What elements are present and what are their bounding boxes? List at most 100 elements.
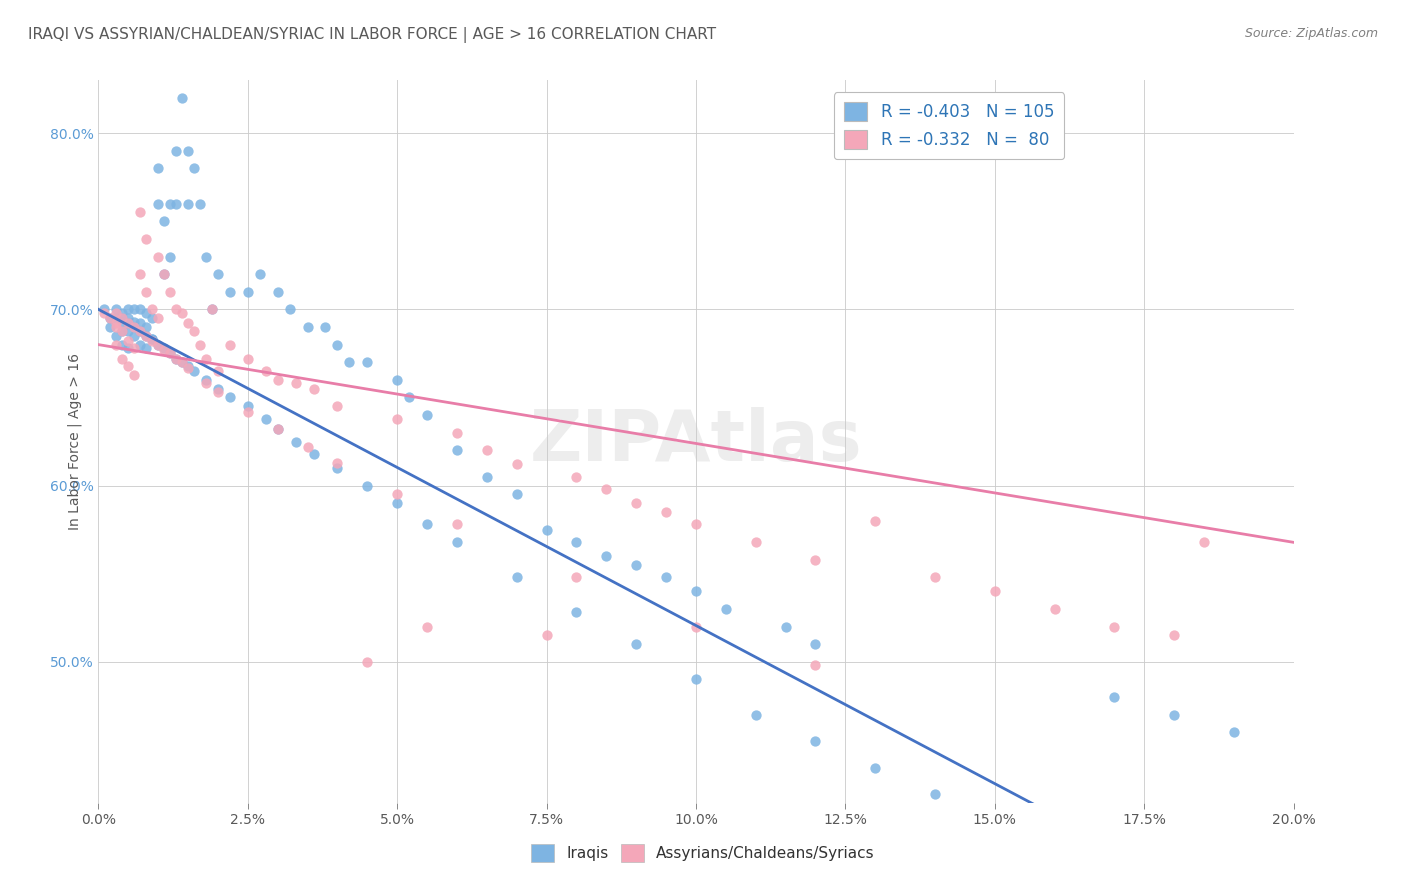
Point — [159, 285, 181, 299]
Point — [267, 373, 290, 387]
Point — [714, 602, 737, 616]
Point — [117, 334, 139, 348]
Point — [188, 196, 211, 211]
Point — [984, 814, 1007, 828]
Point — [655, 570, 678, 584]
Point — [153, 267, 176, 281]
Point — [141, 302, 163, 317]
Point — [111, 311, 134, 326]
Point — [172, 306, 194, 320]
Point — [148, 337, 170, 351]
Point — [267, 422, 290, 436]
Point — [385, 411, 409, 425]
Point — [141, 311, 163, 326]
Point — [326, 456, 349, 470]
Point — [685, 673, 707, 687]
Point — [159, 250, 181, 264]
Y-axis label: In Labor Force | Age > 16: In Labor Force | Age > 16 — [67, 353, 82, 530]
Point — [536, 628, 558, 642]
Point — [302, 447, 325, 461]
Point — [124, 302, 146, 317]
Point — [326, 399, 349, 413]
Point — [117, 317, 139, 331]
Point — [207, 382, 229, 396]
Point — [1223, 725, 1246, 739]
Point — [315, 320, 337, 334]
Point — [207, 385, 229, 400]
Point — [148, 250, 170, 264]
Point — [129, 317, 152, 331]
Point — [398, 391, 420, 405]
Point — [105, 320, 128, 334]
Point — [111, 351, 134, 366]
Point — [201, 302, 224, 317]
Point — [111, 324, 134, 338]
Point — [236, 351, 259, 366]
Point — [135, 328, 157, 343]
Point — [1163, 707, 1185, 722]
Point — [148, 196, 170, 211]
Point — [177, 360, 200, 375]
Point — [446, 535, 468, 549]
Point — [165, 351, 187, 366]
Point — [1192, 535, 1215, 549]
Point — [446, 425, 468, 440]
Point — [117, 359, 139, 373]
Point — [105, 317, 128, 331]
Point — [804, 552, 827, 566]
Point — [254, 364, 277, 378]
Point — [626, 637, 648, 651]
Point — [326, 337, 349, 351]
Point — [111, 311, 134, 326]
Point — [655, 505, 678, 519]
Point — [124, 341, 146, 355]
Point — [446, 517, 468, 532]
Point — [177, 359, 200, 373]
Point — [177, 196, 200, 211]
Point — [984, 584, 1007, 599]
Point — [416, 408, 439, 422]
Point — [141, 334, 163, 348]
Point — [117, 311, 139, 326]
Point — [356, 478, 378, 492]
Point — [416, 517, 439, 532]
Point — [129, 205, 152, 219]
Point — [302, 382, 325, 396]
Point — [159, 196, 181, 211]
Point — [129, 324, 152, 338]
Point — [804, 734, 827, 748]
Point — [924, 570, 946, 584]
Point — [565, 606, 588, 620]
Point — [267, 285, 290, 299]
Point — [506, 487, 529, 501]
Point — [1104, 690, 1126, 704]
Point — [183, 364, 205, 378]
Point — [416, 619, 439, 633]
Point — [385, 496, 409, 510]
Point — [129, 324, 152, 338]
Point — [135, 341, 157, 355]
Point — [148, 311, 170, 326]
Point — [297, 440, 319, 454]
Point — [165, 196, 187, 211]
Point — [339, 355, 361, 369]
Point — [201, 302, 224, 317]
Point — [177, 317, 200, 331]
Point — [172, 355, 194, 369]
Point — [195, 376, 218, 391]
Point — [356, 655, 378, 669]
Point — [685, 619, 707, 633]
Point — [141, 332, 163, 346]
Point — [183, 324, 205, 338]
Point — [745, 535, 768, 549]
Point — [129, 302, 152, 317]
Point — [111, 315, 134, 329]
Point — [267, 422, 290, 436]
Text: IRAQI VS ASSYRIAN/CHALDEAN/SYRIAC IN LABOR FORCE | AGE > 16 CORRELATION CHART: IRAQI VS ASSYRIAN/CHALDEAN/SYRIAC IN LAB… — [28, 27, 716, 43]
Point — [626, 558, 648, 572]
Point — [626, 496, 648, 510]
Point — [135, 306, 157, 320]
Point — [207, 364, 229, 378]
Point — [111, 306, 134, 320]
Point — [536, 523, 558, 537]
